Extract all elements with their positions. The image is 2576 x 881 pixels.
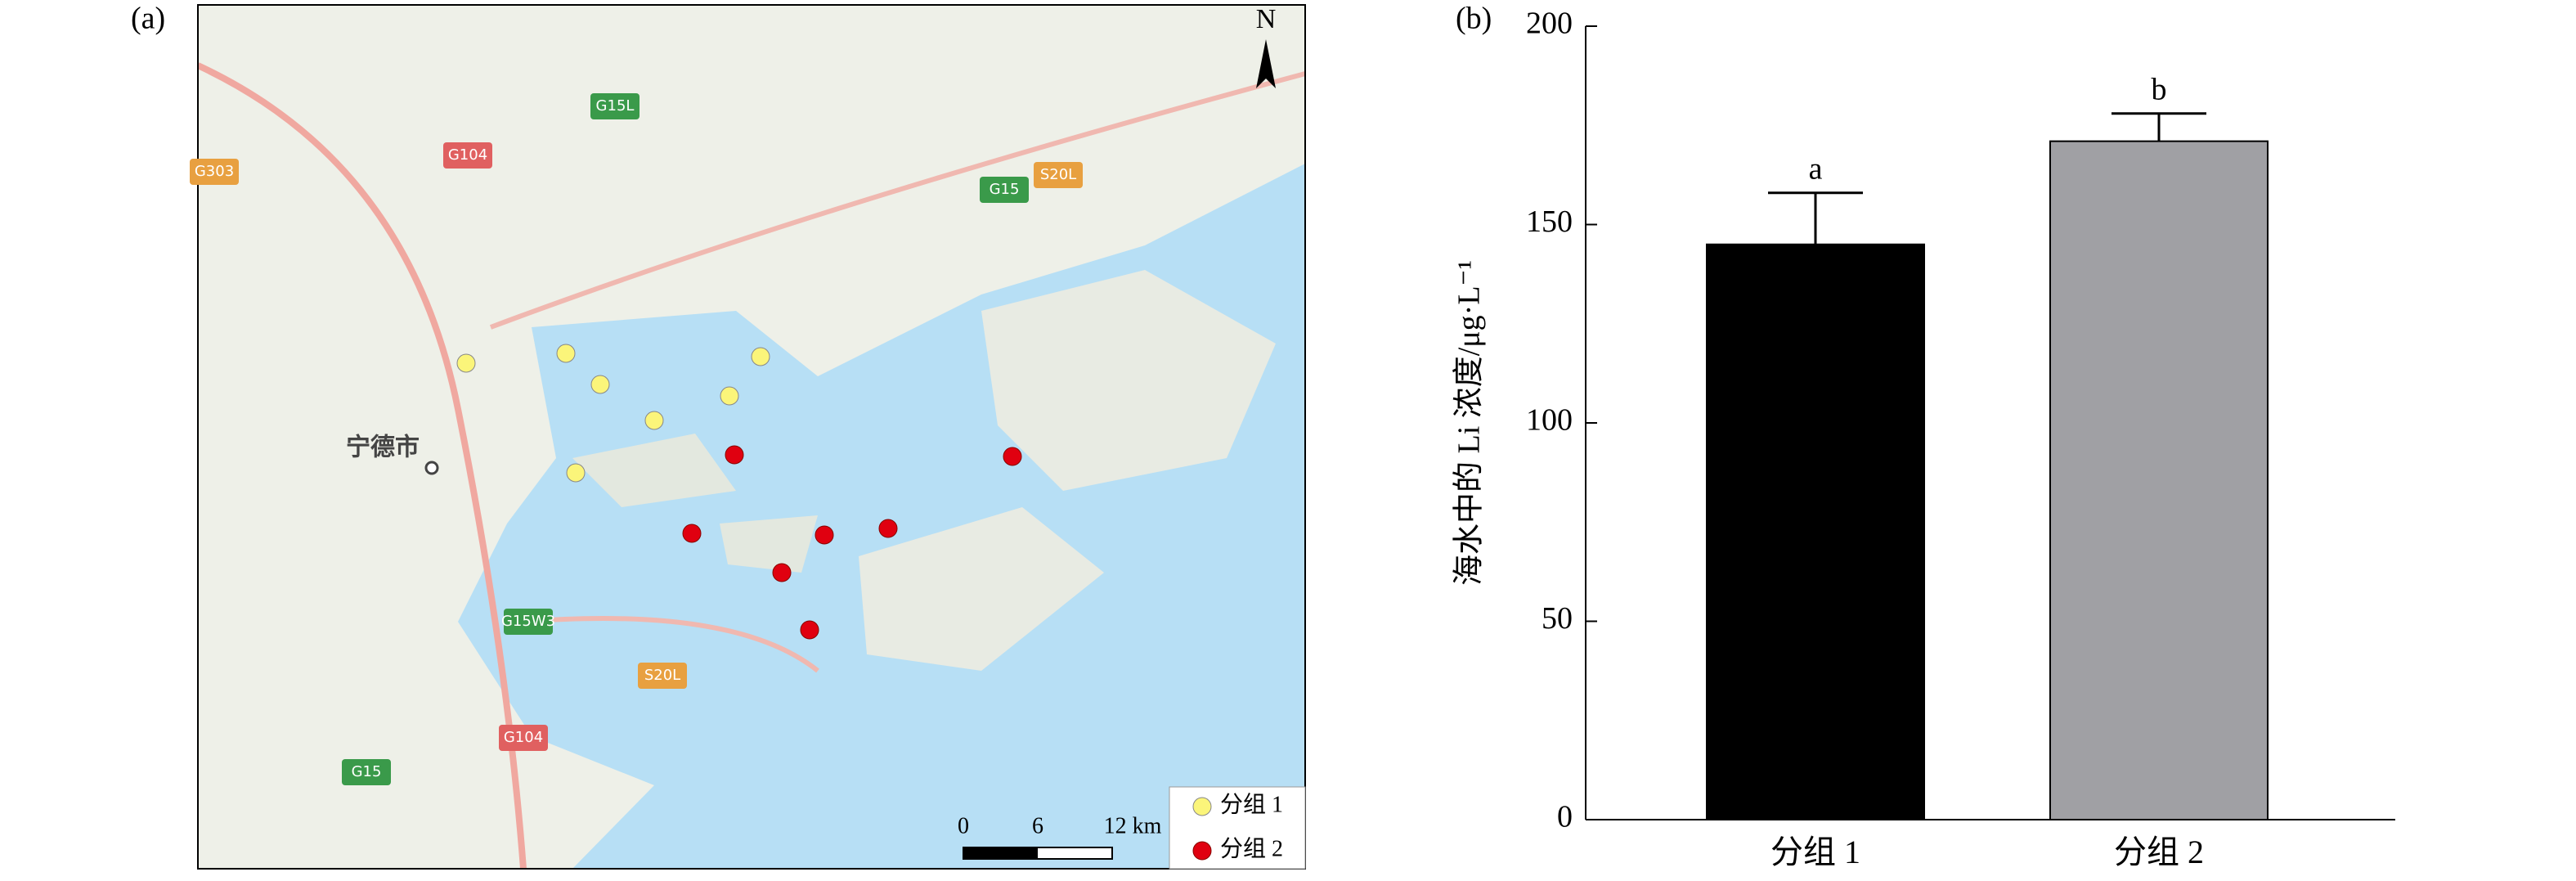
scale-bar: [963, 847, 1038, 859]
road-label: G303: [195, 163, 234, 180]
road-label: G15: [990, 181, 1020, 198]
site-group-1: [720, 386, 739, 406]
y-tick-label: 50: [1542, 601, 1573, 636]
road-shield: [590, 93, 640, 119]
site-group-1: [751, 347, 770, 366]
site-group-2: [878, 519, 898, 538]
y-tick-label: 100: [1526, 403, 1573, 438]
road: [489, 71, 1305, 330]
site-group-2: [800, 620, 819, 640]
road-label: G104: [448, 146, 487, 164]
y-tick-label: 150: [1526, 205, 1573, 239]
bar: [2049, 140, 2269, 820]
annotation: a: [1809, 151, 1823, 186]
island: [981, 270, 1276, 491]
island: [572, 434, 736, 507]
y-tick-label: 0: [1557, 800, 1573, 834]
city-dot: [424, 461, 439, 475]
site-group-2: [815, 525, 834, 545]
road-label: G15: [352, 763, 382, 780]
map: G104 G15 S20L G15W3 G104 G15 S20L G15L G303 N 宁德…: [190, 4, 1306, 870]
panel-label: (b): [1456, 2, 1492, 36]
scale-label: 6: [1032, 813, 1043, 838]
legend-marker: [1192, 841, 1212, 861]
site-group-1: [556, 344, 576, 363]
annotation: b: [2152, 72, 2167, 106]
road: [523, 616, 819, 673]
site-group-1: [456, 353, 476, 373]
y-axis-label: 海水中的 Li 浓度/μg·L⁻¹: [1452, 260, 1487, 586]
panel-label: (a): [131, 2, 165, 36]
road-label: G104: [504, 729, 543, 746]
road-shield: [342, 759, 391, 785]
site-group-1: [590, 375, 610, 394]
map-frame: [197, 4, 1306, 870]
north-arrow: [1256, 39, 1276, 88]
road-shield: [504, 609, 553, 635]
scale-label: 12 km: [1104, 813, 1162, 838]
road-shield: [1034, 162, 1083, 188]
legend-marker: [1192, 797, 1212, 816]
bar: [1706, 243, 1925, 820]
legend-label: 分组 1: [1220, 791, 1283, 817]
x-tick-label: 分组 2: [2114, 834, 2204, 870]
site-group-2: [725, 445, 744, 465]
road-shield: [499, 725, 548, 751]
site-group-1: [644, 411, 664, 430]
north-label: N: [1256, 4, 1277, 34]
scale-label: 0: [958, 813, 969, 838]
x-tick-label: 分组 1: [1770, 834, 1860, 870]
road-shield: [443, 142, 492, 169]
site-group-2: [772, 563, 792, 582]
map-legend: [1169, 786, 1306, 870]
island: [720, 515, 818, 573]
road-shield: [638, 663, 687, 689]
y-tick-label: 200: [1526, 7, 1573, 41]
site-group-2: [1003, 447, 1022, 466]
city-label: 宁德市: [346, 434, 420, 462]
road-label: G15L: [596, 97, 635, 115]
road-label: S20L: [1040, 166, 1076, 183]
legend-label: 分组 2: [1220, 835, 1283, 861]
road-shield: [190, 159, 239, 185]
site-group-1: [566, 463, 586, 483]
road-shield: [980, 177, 1029, 203]
road-label: S20L: [644, 667, 680, 684]
road-label: G15W3: [501, 613, 555, 630]
bar-chart: (b) 海水中的 Li 浓度/μg·L⁻¹ 0 50 100 150 200 分组 1 a 分…: [1452, 2, 2395, 870]
island: [859, 507, 1104, 671]
site-group-2: [682, 524, 702, 543]
